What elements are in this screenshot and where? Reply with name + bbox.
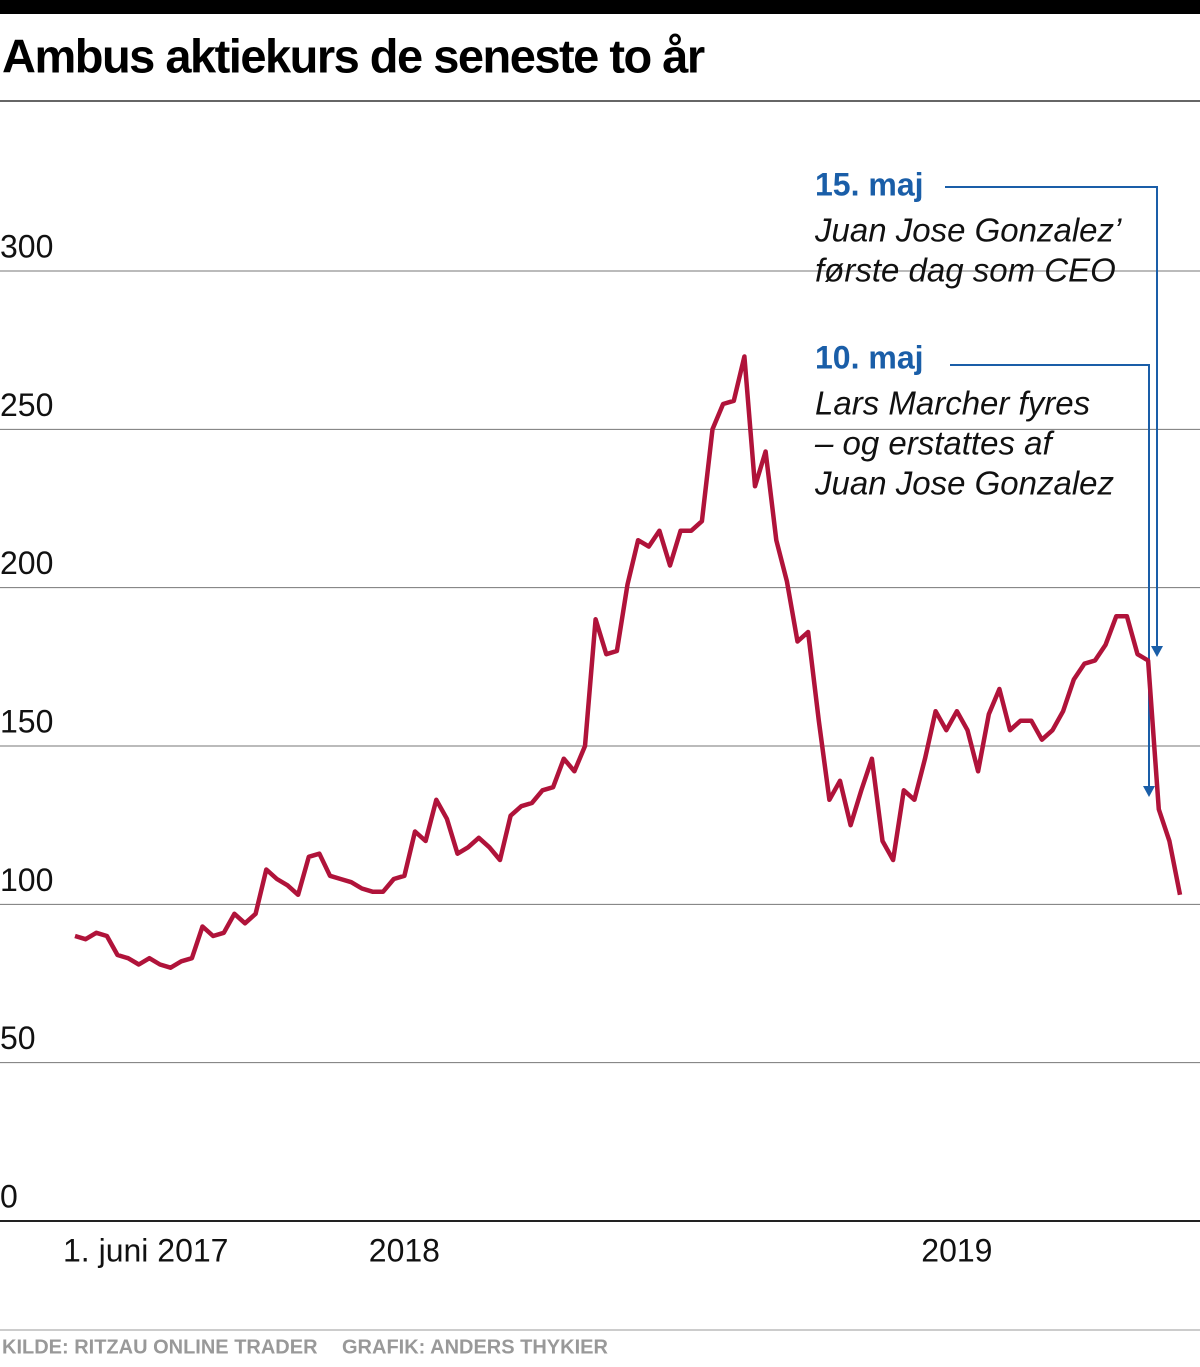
top-bar [0,0,1200,14]
y-tick-label: 0 [0,1178,18,1214]
annotation-text: Juan Jose Gonzalez’ [814,212,1122,249]
x-tick-label: 2019 [921,1232,992,1268]
annotation-text: første dag som CEO [815,252,1116,289]
annotation-title: 10. maj [815,339,924,375]
y-tick-label: 150 [0,703,53,739]
y-tick-label: 300 [0,228,53,264]
annotations: 15. maj Juan Jose Gonzalez’første dag som… [814,166,1163,797]
x-tick-label: 2018 [369,1232,440,1268]
chart-title: Ambus aktiekurs de seneste to år [2,29,705,82]
arrowhead [1151,646,1163,657]
y-tick-label: 250 [0,387,53,423]
annotation-text: – og erstattes af [814,425,1055,462]
annotation-text: Lars Marcher fyres [815,385,1090,422]
price-line [74,354,1183,970]
source: KILDE: RITZAU ONLINE TRADER [2,1336,318,1358]
x-tick-label: 1. juni 2017 [63,1232,228,1268]
annotation-title: 15. maj [815,166,924,202]
annotation-connector [945,186,1158,648]
y-tick-label: 100 [0,862,53,898]
y-tick-label: 50 [0,1020,36,1056]
annotation-connector [950,364,1150,788]
credit: GRAFIK: ANDERS THYKIER [342,1336,608,1358]
y-tick-label: 200 [0,545,53,581]
annotation-text: Juan Jose Gonzalez [814,465,1115,502]
arrowhead [1143,786,1155,797]
